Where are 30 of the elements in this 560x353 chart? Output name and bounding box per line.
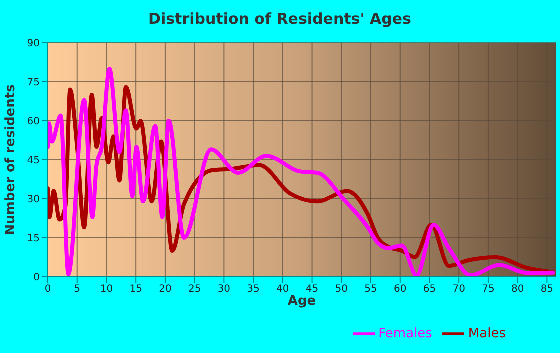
x-tick-label: 0: [44, 284, 52, 296]
y-tick-label: 75: [27, 78, 40, 89]
x-axis-title: Age: [288, 294, 316, 309]
x-tick-label: 85: [540, 284, 554, 296]
y-tick-label: 15: [27, 234, 40, 245]
x-tick-label: 5: [74, 284, 81, 296]
x-tick-label: 55: [364, 284, 378, 296]
x-tick-label: 15: [130, 284, 142, 296]
y-axis-title: Number of residents: [4, 84, 19, 236]
y-tick-label: 90: [27, 38, 40, 50]
x-tick-label: 30: [218, 284, 231, 296]
chart-title: Distribution of Residents' Ages: [148, 10, 412, 28]
x-tick-label: 80: [511, 284, 524, 296]
x-tick-label: 20: [159, 284, 172, 296]
x-tick-label: 40: [276, 284, 290, 296]
x-tick-label: 75: [482, 284, 495, 296]
x-tick-label: 25: [188, 284, 202, 296]
y-tick-label: 45: [27, 156, 40, 167]
legend-label: Females: [378, 326, 432, 342]
x-tick-label: 70: [452, 284, 466, 296]
x-tick-label: 35: [247, 284, 260, 296]
legend-label: Males: [468, 326, 506, 342]
x-tick-label: 60: [394, 284, 407, 296]
x-tick-label: 65: [423, 284, 436, 296]
y-tick-label: 0: [34, 272, 40, 284]
y-tick-label: 60: [27, 116, 40, 128]
x-tick-label: 50: [335, 284, 348, 296]
x-tick-label: 10: [100, 284, 114, 296]
y-tick-label: 30: [27, 194, 40, 206]
x-tick-label: 45: [306, 284, 319, 296]
